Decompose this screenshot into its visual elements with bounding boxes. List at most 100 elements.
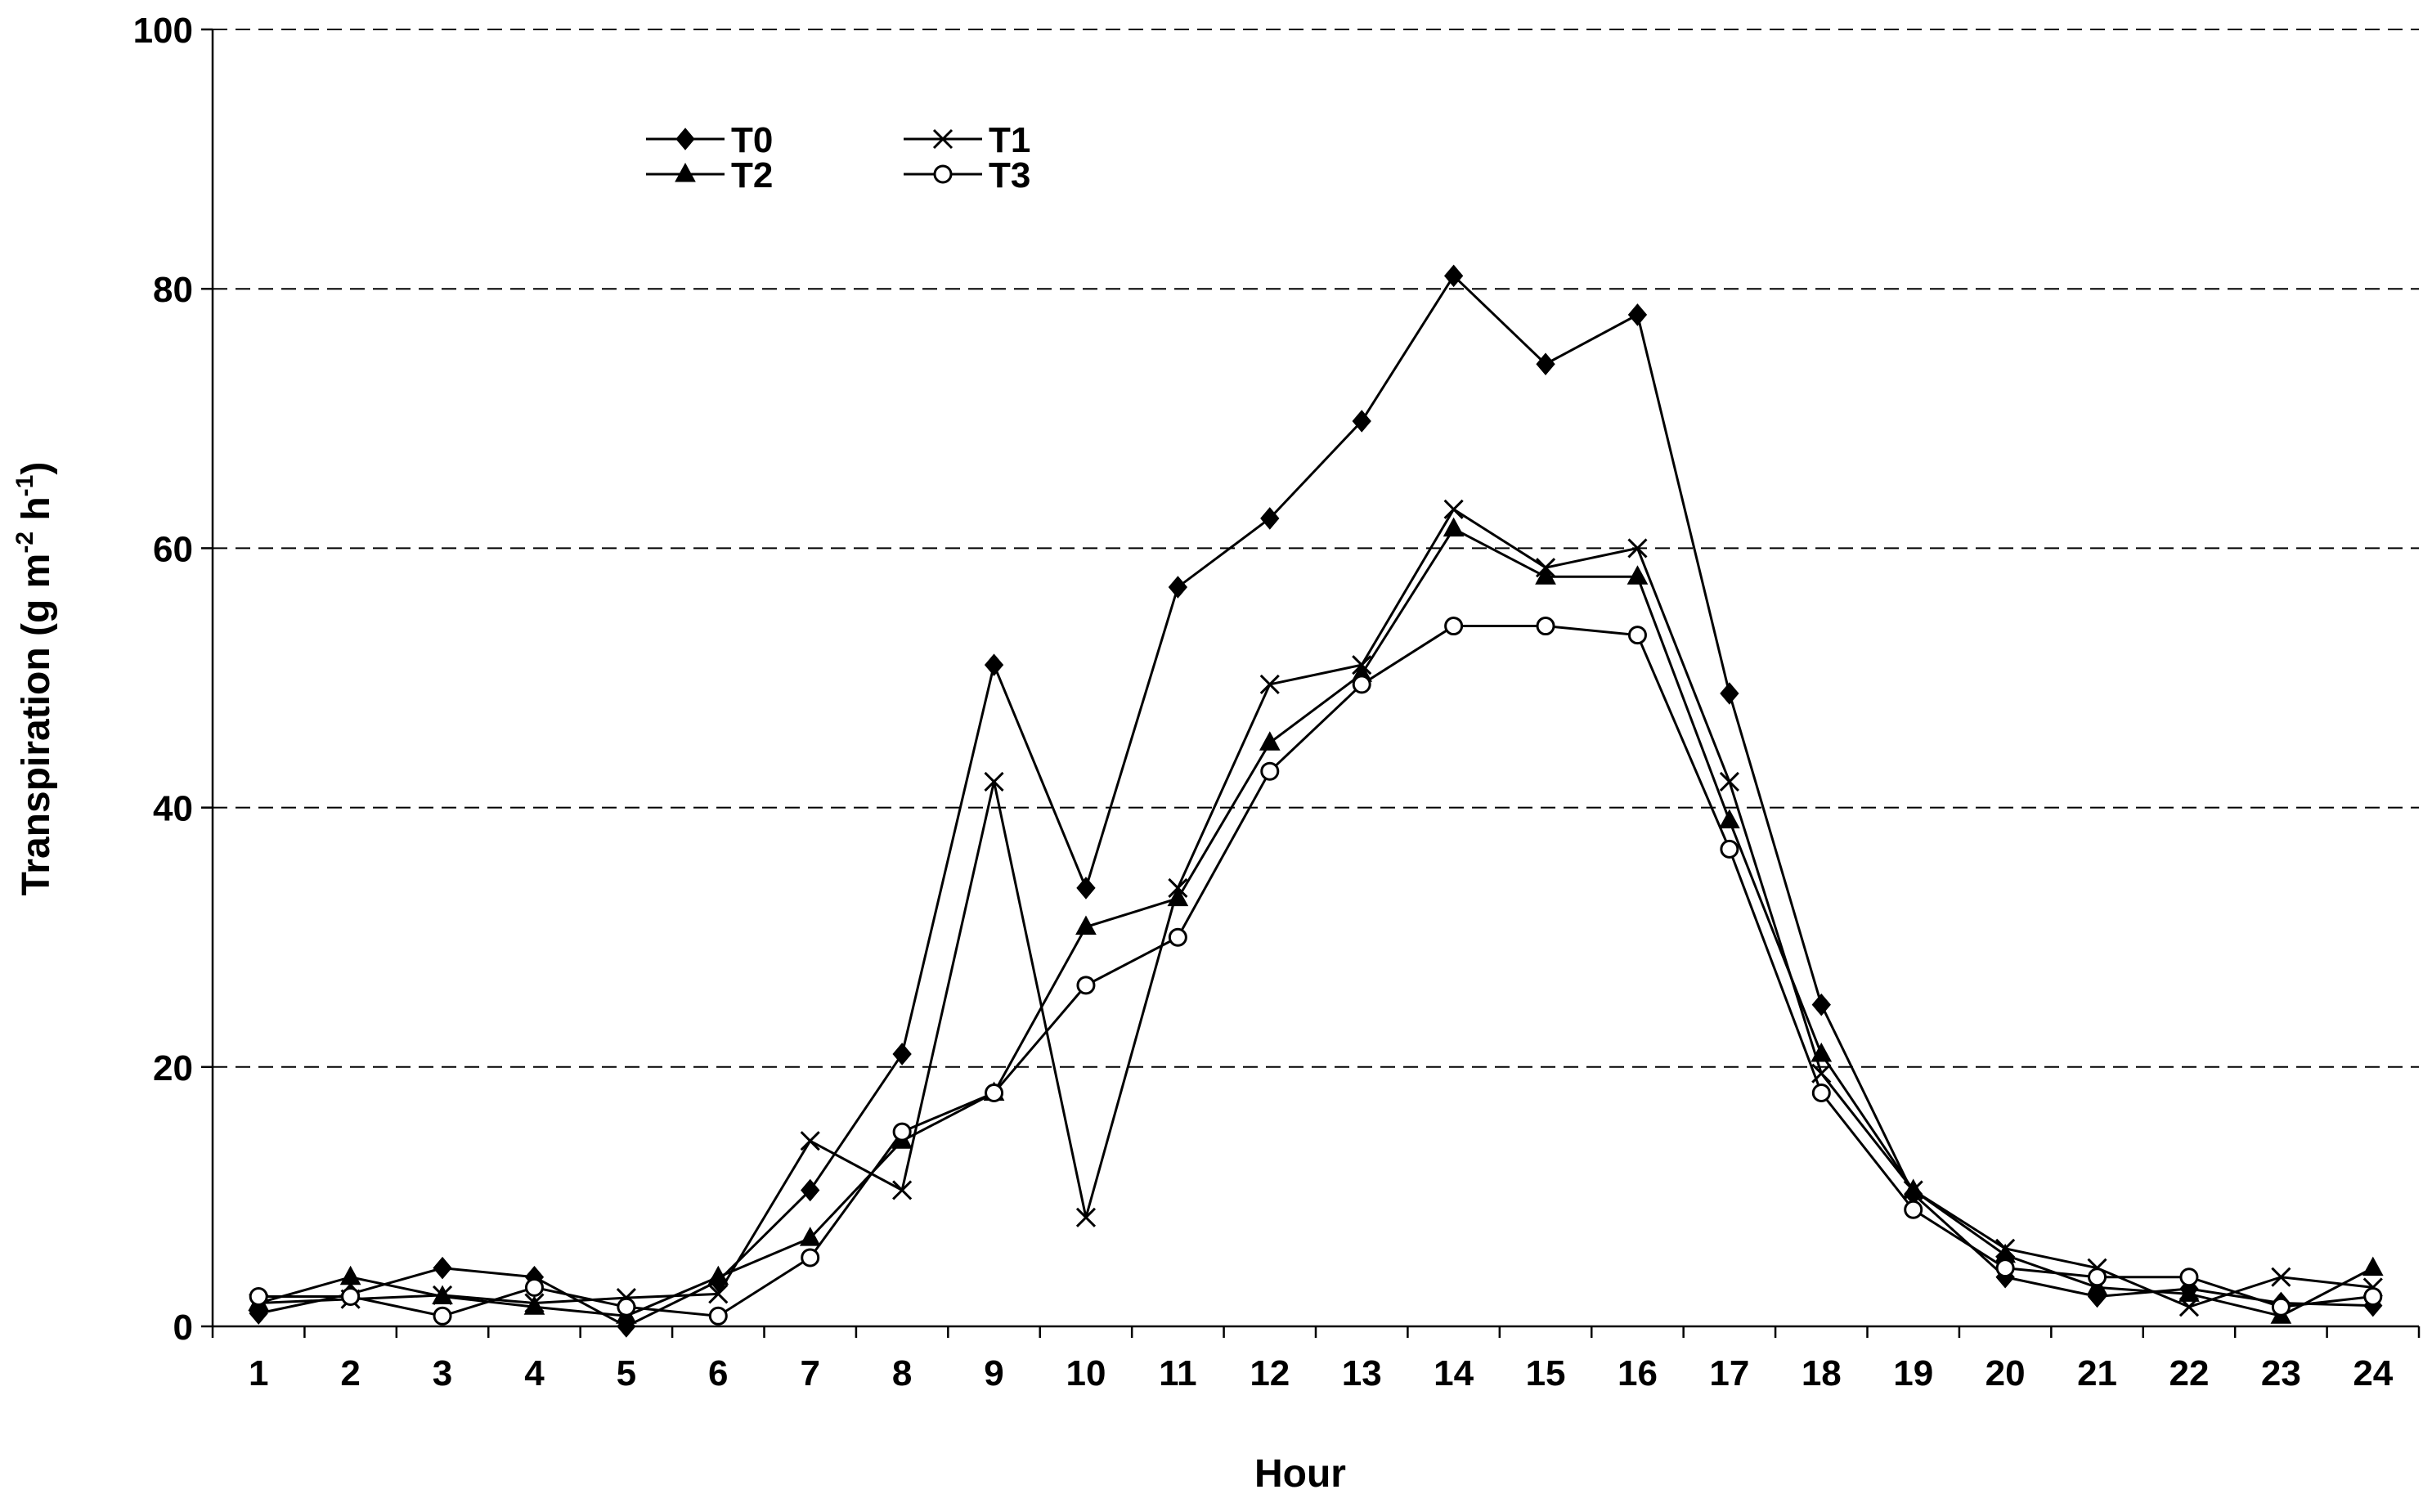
data-point-t0 (433, 1256, 452, 1280)
data-point-t2 (707, 1265, 729, 1285)
x-marker-stroke (1075, 1207, 1097, 1227)
x-tick-label: 2 (340, 1353, 360, 1393)
data-point-t3 (1444, 617, 1464, 636)
x-marker-stroke (984, 771, 1004, 792)
data-point-t0 (801, 1178, 820, 1202)
data-point-t2 (1627, 565, 1649, 585)
data-point-t3 (1995, 1259, 2015, 1278)
x-tick-label: 14 (1434, 1353, 1474, 1393)
y-tick-label: 80 (153, 270, 193, 310)
data-point-t3 (1720, 839, 1739, 859)
x-tick-label: 7 (800, 1353, 819, 1393)
x-tick-label: 1 (249, 1353, 268, 1393)
data-point-t3 (433, 1306, 452, 1326)
x-tick-label: 24 (2353, 1353, 2393, 1393)
data-point-t2 (2362, 1256, 2384, 1276)
data-point-t2 (1259, 731, 1281, 751)
data-point-t3 (2088, 1267, 2107, 1287)
data-point-t3 (1168, 927, 1187, 947)
data-point-t3 (617, 1297, 636, 1317)
data-point-t3 (524, 1277, 544, 1297)
data-point-t2 (1535, 565, 1556, 585)
data-point-t1 (1259, 674, 1280, 694)
x-tick-label: 19 (1893, 1353, 1933, 1393)
legend-item-t2: T2 (646, 155, 773, 195)
data-point-t2 (432, 1285, 453, 1305)
x-tick-label: 11 (1159, 1353, 1197, 1393)
data-point-t2 (2178, 1282, 2200, 1302)
x-tick-label: 3 (433, 1353, 452, 1393)
data-point-t3 (1811, 1084, 1831, 1103)
legend-marker-t3 (933, 164, 953, 184)
series-t3 (249, 617, 2383, 1326)
data-point-t0 (1076, 877, 1096, 900)
series-lines (248, 264, 2384, 1338)
x-tick-label: 6 (708, 1353, 728, 1393)
series-line-t0 (258, 273, 2373, 1328)
x-marker-stroke (932, 128, 953, 150)
data-point-t3 (801, 1248, 820, 1267)
x-marker-stroke (1627, 538, 1648, 559)
legend-item-t1: T1 (904, 120, 1030, 160)
x-marker-stroke (800, 1131, 820, 1151)
data-point-t0 (1352, 410, 1371, 433)
legend-item-t0: T0 (646, 120, 773, 160)
series-t1 (249, 499, 2383, 1317)
data-point-t3 (1352, 675, 1371, 694)
data-point-t0 (1811, 993, 1831, 1016)
data-point-t2 (1443, 517, 1465, 537)
data-point-t3 (249, 1287, 268, 1307)
y-tick-label: 100 (133, 11, 193, 51)
x-tick-label: 16 (1618, 1353, 1658, 1393)
data-point-t3 (1904, 1200, 1923, 1219)
legend-marker-t2 (675, 162, 696, 182)
data-point-t2 (799, 1227, 821, 1246)
x-tick-label: 20 (1986, 1353, 2026, 1393)
x-tick-label: 22 (2169, 1353, 2209, 1393)
data-point-t3 (341, 1287, 361, 1307)
data-point-t1 (2271, 1267, 2291, 1287)
data-point-t0 (1168, 576, 1188, 599)
data-point-t3 (1076, 976, 1096, 995)
data-point-t2 (1902, 1178, 1924, 1198)
x-marker-stroke (892, 1180, 913, 1200)
data-point-t3 (1627, 626, 1647, 645)
data-point-t2 (1811, 1042, 1833, 1062)
data-point-t3 (2179, 1267, 2199, 1287)
data-point-t1 (1627, 538, 1648, 559)
x-tick-label: 23 (2261, 1353, 2301, 1393)
data-point-t0 (892, 1043, 912, 1066)
x-marker-stroke (1259, 674, 1280, 694)
data-point-t1 (708, 1284, 729, 1304)
x-marker-stroke (708, 1284, 729, 1304)
data-point-t0 (1536, 352, 1555, 375)
data-point-t1 (892, 1180, 913, 1200)
x-tick-label: 10 (1066, 1353, 1106, 1393)
data-point-t3 (708, 1306, 728, 1326)
data-point-t1 (1443, 499, 1464, 519)
series-line-t1 (258, 507, 2373, 1308)
data-point-t2 (339, 1265, 361, 1285)
data-point-t3 (1260, 761, 1280, 781)
series-line-t2 (258, 527, 2374, 1317)
series-t2 (248, 517, 2384, 1324)
legend: T0 T1 T2 T3 (646, 120, 1030, 195)
legend-label: T0 (731, 120, 773, 160)
data-point-t1 (800, 1131, 820, 1151)
data-point-t0 (1443, 264, 1464, 288)
x-tick-label: 8 (892, 1353, 912, 1393)
data-point-t3 (985, 1084, 1004, 1103)
x-tick-label: 21 (2077, 1353, 2117, 1393)
data-point-t2 (1167, 886, 1189, 907)
data-point-t3 (2271, 1297, 2291, 1317)
x-marker-stroke (1719, 771, 1739, 792)
data-point-t0 (1260, 507, 1280, 530)
data-point-t0 (1627, 303, 1648, 326)
y-tick-label: 20 (153, 1048, 193, 1088)
x-tick-label: 17 (1709, 1353, 1749, 1393)
data-point-t1 (984, 771, 1004, 792)
data-point-t3 (2363, 1287, 2383, 1307)
y-tick-label: 0 (173, 1308, 193, 1348)
data-point-t1 (1719, 771, 1739, 792)
